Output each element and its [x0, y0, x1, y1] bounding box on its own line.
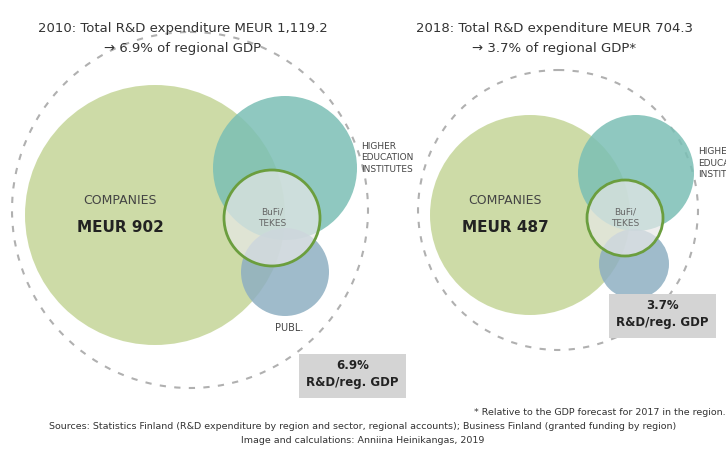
Text: 2018: Total R&D expenditure MEUR 704.3: 2018: Total R&D expenditure MEUR 704.3: [415, 22, 693, 35]
Circle shape: [241, 228, 329, 316]
Text: COMPANIES: COMPANIES: [468, 194, 542, 207]
Circle shape: [578, 115, 694, 231]
Text: PUBL.: PUBL.: [621, 306, 650, 316]
Circle shape: [224, 170, 320, 266]
FancyBboxPatch shape: [299, 354, 406, 398]
Text: → 6.9% of regional GDP: → 6.9% of regional GDP: [105, 42, 261, 55]
Text: → 3.7% of regional GDP*: → 3.7% of regional GDP*: [472, 42, 636, 55]
Text: MEUR 487: MEUR 487: [462, 219, 548, 235]
Circle shape: [213, 96, 357, 240]
Text: HIGHER
EDUCATION
INSTITUTES: HIGHER EDUCATION INSTITUTES: [361, 142, 413, 174]
Circle shape: [430, 115, 630, 315]
Text: * Relative to the GDP forecast for 2017 in the region.: * Relative to the GDP forecast for 2017 …: [474, 408, 726, 417]
Text: 6.9%
R&D/reg. GDP: 6.9% R&D/reg. GDP: [306, 359, 399, 389]
Text: PUBL.: PUBL.: [275, 323, 303, 333]
Circle shape: [25, 85, 285, 345]
FancyBboxPatch shape: [609, 294, 716, 338]
Circle shape: [587, 180, 663, 256]
Text: MEUR 902: MEUR 902: [76, 219, 163, 235]
Text: BuFi/
TEKES: BuFi/ TEKES: [258, 208, 286, 228]
Text: Image and calculations: Anniina Heinikangas, 2019: Image and calculations: Anniina Heinikan…: [241, 436, 485, 445]
Text: COMPANIES: COMPANIES: [83, 194, 157, 207]
Text: 2010: Total R&D expenditure MEUR 1,119.2: 2010: Total R&D expenditure MEUR 1,119.2: [38, 22, 328, 35]
Text: BuFi/
TEKES: BuFi/ TEKES: [611, 208, 639, 228]
Text: 3.7%
R&D/reg. GDP: 3.7% R&D/reg. GDP: [616, 299, 709, 329]
Text: HIGHER
EDUCATION
INSTITUTES: HIGHER EDUCATION INSTITUTES: [698, 147, 726, 179]
Circle shape: [599, 229, 669, 299]
Text: Sources: Statistics Finland (R&D expenditure by region and sector, regional acco: Sources: Statistics Finland (R&D expendi…: [49, 422, 677, 431]
